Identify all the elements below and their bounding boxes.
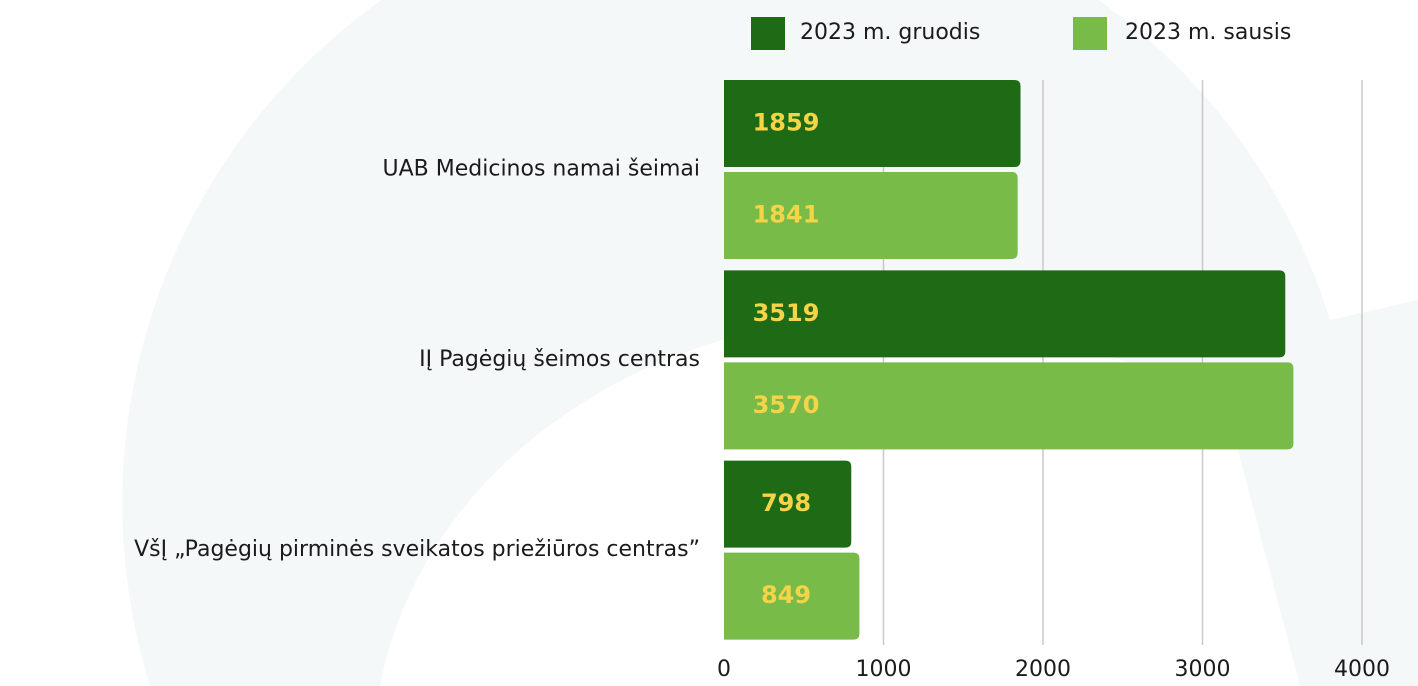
data-label: 1859 <box>753 109 820 137</box>
legend-swatch <box>1073 17 1107 50</box>
category-label: VšĮ „Pagėgių pirminės sveikatos priežiūr… <box>134 537 700 562</box>
bar <box>724 460 852 548</box>
category-label: UAB Medicinos namai šeimai <box>383 157 700 182</box>
x-tick-label: 3000 <box>1175 657 1231 682</box>
bar <box>724 270 1286 358</box>
x-tick-label: 0 <box>717 657 731 682</box>
bar <box>724 80 1021 167</box>
legend-label: 2023 m. sausis <box>1125 20 1291 45</box>
data-label: 1841 <box>753 201 820 229</box>
data-label: 849 <box>761 581 811 609</box>
x-tick-label: 2000 <box>1015 657 1071 682</box>
bar <box>724 362 1294 450</box>
category-label: IĮ Pagėgių šeimos centras <box>419 347 700 372</box>
data-label: 3519 <box>753 299 820 327</box>
legend-swatch <box>751 17 785 50</box>
x-tick-label: 1000 <box>856 657 912 682</box>
x-tick-label: 4000 <box>1334 657 1390 682</box>
legend-label: 2023 m. gruodis <box>800 20 980 45</box>
data-label: 798 <box>761 489 811 517</box>
bar <box>724 552 860 640</box>
data-label: 3570 <box>753 391 820 419</box>
bar <box>724 172 1018 259</box>
